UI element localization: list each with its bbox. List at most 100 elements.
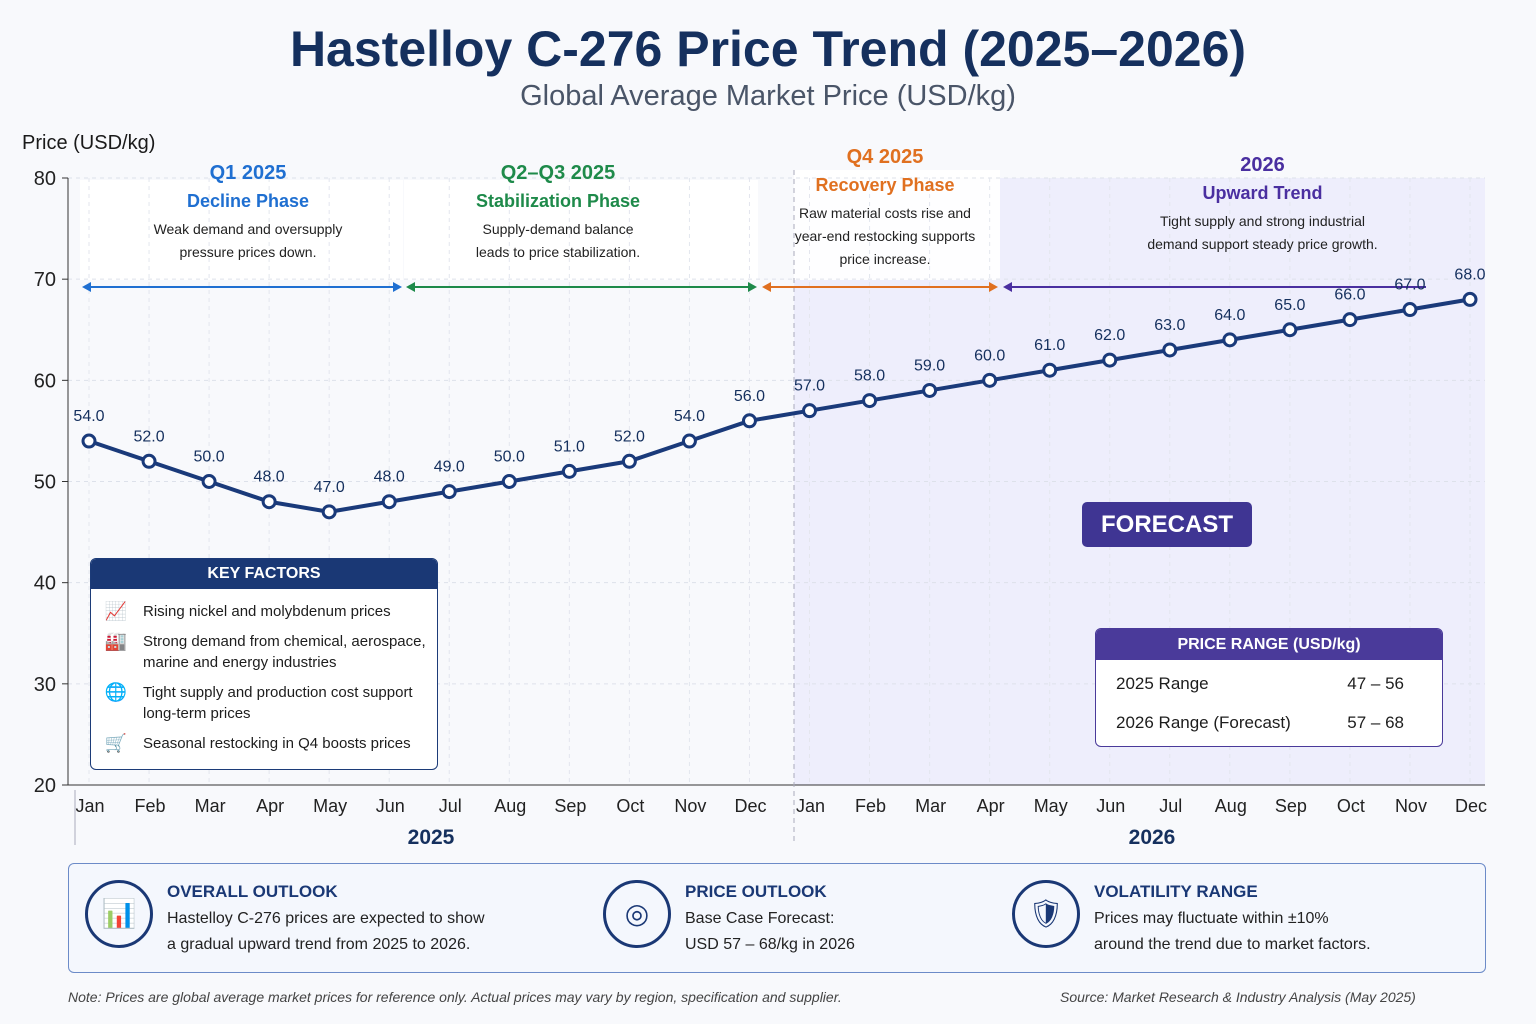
range-value: 47 – 56 bbox=[1347, 674, 1404, 693]
data-point bbox=[862, 393, 878, 409]
chart-up-icon: 📈 bbox=[104, 601, 128, 621]
price-range-title: PRICE RANGE (USD/kg) bbox=[1096, 629, 1442, 660]
outlook-card-price: ◎ PRICE OUTLOOK Base Case Forecast: USD 5… bbox=[603, 880, 855, 958]
phase-desc: Tight supply and strong industrial bbox=[1160, 213, 1365, 229]
price-range-row: 2025 Range 47 – 56 bbox=[1096, 664, 1442, 703]
key-factor-text: Rising nickel and molybdenum prices bbox=[143, 603, 391, 620]
x-tick-label: Sep bbox=[1275, 796, 1307, 816]
key-factor-item: 📈 Rising nickel and molybdenum prices bbox=[91, 601, 437, 622]
chart-subtitle: Global Average Market Price (USD/kg) bbox=[520, 80, 1016, 112]
outlook-title: OVERALL OUTLOOK bbox=[167, 882, 338, 901]
data-point bbox=[1102, 352, 1118, 368]
data-point bbox=[982, 372, 998, 388]
y-tick-label: 50 bbox=[34, 472, 56, 494]
data-label: 65.0 bbox=[1274, 297, 1305, 314]
x-tick-label: Apr bbox=[256, 796, 284, 816]
data-label: 52.0 bbox=[133, 428, 164, 445]
x-tick-label: Mar bbox=[915, 796, 946, 816]
arrow-head-left bbox=[82, 282, 91, 292]
x-tick-label: Jul bbox=[1159, 796, 1182, 816]
outlook-text: USD 57 – 68/kg in 2026 bbox=[685, 936, 855, 953]
outlook-title: VOLATILITY RANGE bbox=[1094, 882, 1258, 901]
x-tick-label: Feb bbox=[135, 796, 166, 816]
data-label: 54.0 bbox=[73, 408, 104, 425]
x-tick-label: Sep bbox=[554, 796, 586, 816]
x-tick-label: May bbox=[1034, 796, 1068, 816]
data-label: 61.0 bbox=[1034, 337, 1065, 354]
data-point bbox=[1222, 332, 1238, 348]
x-tick-label: Jul bbox=[439, 796, 462, 816]
data-point bbox=[201, 474, 217, 489]
key-factor-item: 🏭 Strong demand from chemical, aerospace,… bbox=[91, 631, 437, 673]
key-factor-text: Seasonal restocking in Q4 boosts prices bbox=[143, 735, 411, 752]
key-factors-box: KEY FACTORS 📈 Rising nickel and molybdenu… bbox=[90, 558, 438, 770]
phase-name: Recovery Phase bbox=[815, 175, 955, 195]
arrow-head-right bbox=[393, 282, 402, 292]
price-range-box: PRICE RANGE (USD/kg) 2025 Range 47 – 56 2… bbox=[1095, 628, 1443, 747]
y-axis-label: Price (USD/kg) bbox=[22, 132, 156, 154]
phase-name: Upward Trend bbox=[1202, 183, 1323, 203]
outlook-text: Prices may fluctuate within ±10% bbox=[1094, 910, 1329, 927]
key-factor-text: Tight supply and production cost support… bbox=[143, 684, 413, 722]
data-label: 60.0 bbox=[974, 347, 1005, 364]
y-tick-label: 60 bbox=[34, 370, 56, 392]
phase-box-q1 bbox=[80, 180, 403, 280]
data-label: 48.0 bbox=[374, 469, 405, 486]
year-label: 2025 bbox=[408, 826, 455, 849]
x-tick-label: Aug bbox=[1215, 796, 1247, 816]
phase-box-q2q3 bbox=[404, 180, 758, 280]
phase-desc: leads to price stabilization. bbox=[475, 244, 641, 260]
data-label: 50.0 bbox=[494, 449, 525, 466]
data-point bbox=[561, 463, 577, 479]
shield-check-icon: 🛡 bbox=[1012, 880, 1080, 948]
data-point bbox=[1402, 302, 1418, 318]
data-label: 51.0 bbox=[554, 438, 585, 455]
outlook-text: a gradual upward trend from 2025 to 2026… bbox=[167, 936, 471, 953]
arrow-head-right bbox=[748, 282, 757, 292]
x-tick-label: Jan bbox=[796, 796, 825, 816]
data-label: 63.0 bbox=[1154, 317, 1185, 334]
phase-q2q3: Q2–Q3 2025 Stabilization Phase Supply-de… bbox=[408, 162, 708, 264]
data-label: 54.0 bbox=[674, 408, 705, 425]
data-point bbox=[381, 494, 397, 510]
data-point bbox=[141, 453, 157, 469]
footnote: Note: Prices are global average market p… bbox=[68, 989, 842, 1005]
x-tick-label: Dec bbox=[1455, 796, 1487, 816]
phase-period: Q2–Q3 2025 bbox=[500, 162, 616, 184]
data-label: 57.0 bbox=[794, 378, 825, 395]
range-value: 57 – 68 bbox=[1347, 713, 1404, 732]
data-point bbox=[741, 413, 757, 429]
range-label: 2026 Range (Forecast) bbox=[1116, 713, 1291, 732]
data-point bbox=[1282, 322, 1298, 338]
chart-title: Hastelloy C-276 Price Trend (2025–2026) bbox=[289, 21, 1247, 77]
x-tick-label: Oct bbox=[1337, 796, 1365, 816]
price-line bbox=[88, 297, 1471, 514]
phase-desc: Weak demand and oversupply bbox=[153, 221, 343, 237]
key-factor-text: Strong demand from chemical, aerospace, … bbox=[143, 633, 426, 671]
data-point bbox=[321, 504, 337, 520]
cart-icon: 🛒 bbox=[104, 733, 128, 753]
x-tick-label: Jun bbox=[1096, 796, 1125, 816]
data-label: 50.0 bbox=[194, 449, 225, 466]
source-note: Source: Market Research & Industry Analy… bbox=[1060, 989, 1416, 1005]
data-label: 48.0 bbox=[254, 469, 285, 486]
arrow-head-right bbox=[989, 282, 998, 292]
x-tick-label: Jan bbox=[75, 796, 104, 816]
data-label: 64.0 bbox=[1214, 307, 1245, 324]
outlook-text: around the trend due to market factors. bbox=[1094, 936, 1371, 953]
data-label: 67.0 bbox=[1394, 277, 1425, 294]
data-label: 52.0 bbox=[614, 428, 645, 445]
data-label: 68.0 bbox=[1454, 266, 1485, 283]
phase-desc: pressure prices down. bbox=[179, 244, 317, 260]
outlook-panel: 📊 OVERALL OUTLOOK Hastelloy C-276 prices… bbox=[68, 863, 1486, 973]
x-tick-label: Jun bbox=[376, 796, 405, 816]
data-point bbox=[802, 403, 818, 419]
x-tick-label: Aug bbox=[494, 796, 526, 816]
bar-chart-icon: 📊 bbox=[85, 880, 153, 948]
arrow-head-left bbox=[1003, 282, 1012, 292]
phase-desc: demand support steady price growth. bbox=[1147, 236, 1378, 252]
y-tick-label: 30 bbox=[34, 674, 56, 696]
data-point bbox=[441, 484, 457, 500]
phase-name: Decline Phase bbox=[186, 191, 310, 211]
